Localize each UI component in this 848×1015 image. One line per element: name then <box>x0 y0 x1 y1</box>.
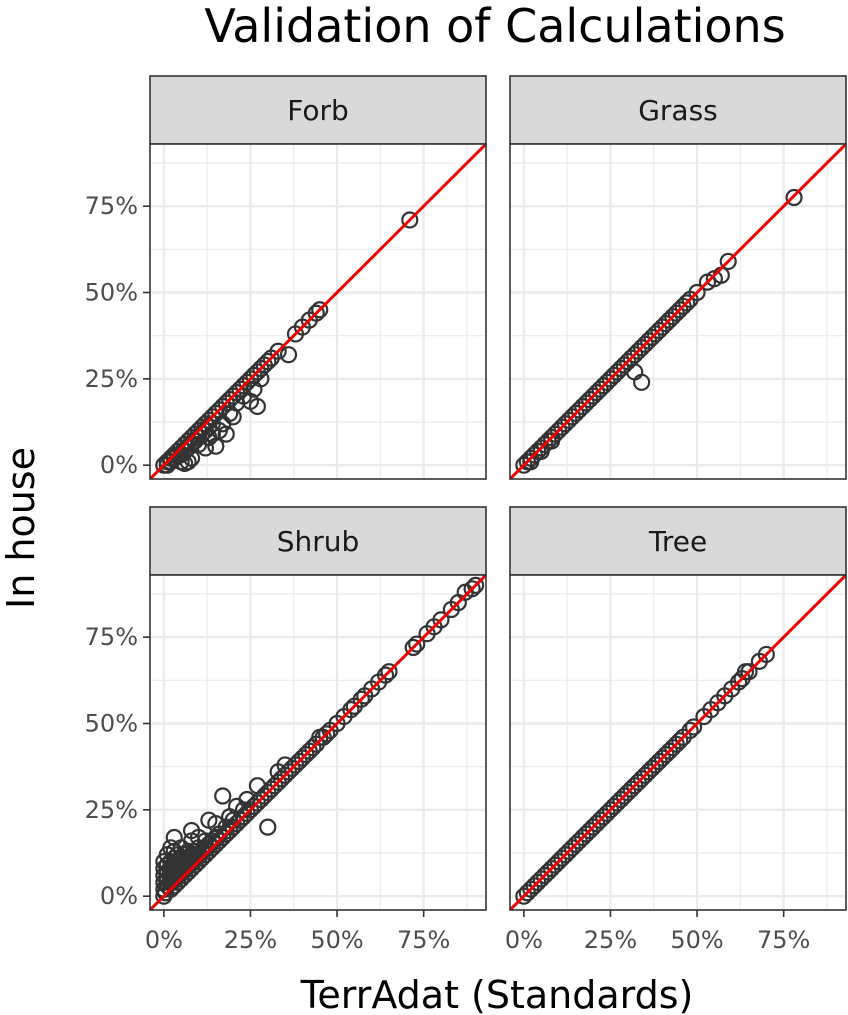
strip-tree <box>509 506 847 576</box>
y-tick-label: 0% <box>100 451 138 479</box>
data-point <box>785 188 803 207</box>
data-point <box>688 283 706 302</box>
strip-label-forb: Forb <box>287 94 349 127</box>
data-point <box>318 725 336 743</box>
data-point <box>207 815 225 833</box>
data-point <box>408 635 426 653</box>
strip-forb <box>149 75 487 145</box>
plot-area-shrub <box>150 575 486 910</box>
data-point <box>681 721 699 740</box>
data-point <box>217 425 235 443</box>
data-point <box>248 397 266 416</box>
data-point <box>542 432 561 450</box>
data-point <box>684 718 703 736</box>
strip-label-grass: Grass <box>638 94 718 127</box>
y-tick-label: 50% <box>85 710 138 738</box>
data-point <box>307 304 325 322</box>
data-point <box>182 449 201 467</box>
data-point <box>311 301 329 319</box>
x-axis-title: TerrAdat (Standards) <box>300 973 694 1015</box>
data-point <box>671 732 689 750</box>
strip-label-tree: Tree <box>648 525 707 558</box>
plot-area-grass <box>510 144 846 479</box>
y-tick-label: 75% <box>85 623 138 651</box>
x-tick-label: 25% <box>584 926 637 954</box>
reference-line-grass <box>510 144 846 479</box>
plot-area-tree <box>510 575 846 910</box>
x-tick-label: 25% <box>224 926 277 954</box>
panel-border-forb <box>149 143 487 480</box>
data-point <box>179 453 197 471</box>
data-point <box>463 580 481 598</box>
data-point <box>532 442 550 460</box>
y-tick-label: 75% <box>85 192 138 220</box>
x-tick-label: 75% <box>757 926 810 954</box>
strip-label-shrub: Shrub <box>277 525 360 558</box>
panel-border-tree <box>509 574 847 911</box>
y-tick-label: 0% <box>100 882 138 910</box>
y-tick-label: 50% <box>85 279 138 307</box>
data-point <box>269 342 287 360</box>
x-tick-label: 50% <box>310 926 363 954</box>
data-point <box>626 363 644 381</box>
data-point <box>719 252 737 271</box>
panel-tree: Tree 0% 25% 50% 75% <box>505 506 847 954</box>
x-tick-label: 0% <box>145 926 183 954</box>
data-point <box>352 690 370 708</box>
y-tick-label: 25% <box>85 365 138 393</box>
plot-area-forb <box>150 144 486 479</box>
reference-line-shrub <box>150 575 486 910</box>
data-point <box>196 439 215 457</box>
y-axis-title: In house <box>0 447 43 609</box>
data-point <box>279 346 298 364</box>
data-point <box>678 294 696 312</box>
x-tick-label: 0% <box>505 926 543 954</box>
data-point <box>342 701 360 719</box>
data-point <box>245 380 263 398</box>
data-point <box>207 437 225 455</box>
y-tick-label: 25% <box>85 796 138 824</box>
data-point <box>467 576 485 594</box>
panel-border-shrub <box>149 574 487 911</box>
data-point <box>380 663 398 681</box>
strip-shrub <box>149 506 487 576</box>
data-point <box>376 666 395 684</box>
chart-title: Validation of Calculations <box>204 0 785 53</box>
data-point <box>740 663 758 681</box>
facet-panels: Forb 0% 25% 50% 75% Grass Shrub 0% 25% 50% 75% 0% 25… <box>85 75 847 954</box>
data-point <box>404 638 422 657</box>
data-point <box>259 352 277 371</box>
panel-border-grass <box>509 143 847 480</box>
data-point <box>757 645 775 664</box>
data-point <box>259 818 277 836</box>
data-point <box>522 453 540 471</box>
x-tick-label: 75% <box>397 926 450 954</box>
panel-shrub: Shrub 0% 25% 50% 75% 0% 25% 50% 75% <box>85 506 487 954</box>
panel-forb: Forb 0% 25% 50% 75% <box>85 75 487 480</box>
panel-grass: Grass <box>509 75 847 480</box>
reference-line-tree <box>510 575 846 910</box>
data-point <box>432 611 450 629</box>
data-point <box>214 787 232 805</box>
x-tick-label: 50% <box>670 926 723 954</box>
reference-line-forb <box>150 144 486 479</box>
data-point <box>401 211 419 229</box>
